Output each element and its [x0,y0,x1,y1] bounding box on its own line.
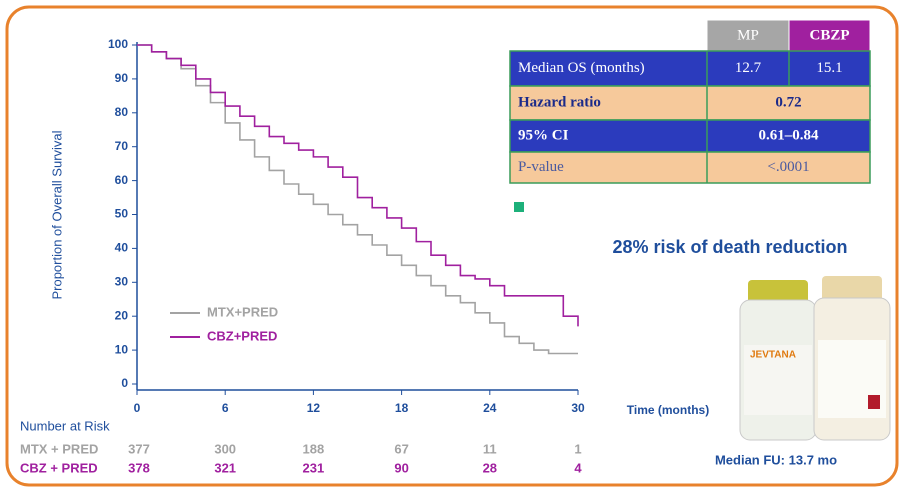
svg-text:JEVTANA: JEVTANA [750,350,796,361]
x-tick-label: 18 [395,401,409,415]
table-row [509,151,871,184]
table-row [509,119,871,153]
risk-value: 188 [303,441,325,456]
table-cell: <.0001 [767,159,809,175]
risk-value: 377 [128,441,150,456]
table-cell: 0.72 [775,94,801,110]
risk-value: 28 [483,460,497,475]
y-tick-label: 10 [115,342,129,356]
y-tick-label: 100 [108,37,128,51]
table-header-cell [788,19,871,52]
x-axis-label: Time (months) [627,403,709,417]
table-cell: 95% CI [518,127,569,143]
risk-value: 90 [394,460,408,475]
table-cell: P-value [518,159,564,175]
marker [514,202,524,212]
legend-label: MTX+PRED [207,304,278,319]
risk-value: 300 [214,441,236,456]
survival-line [137,44,579,327]
risk-value: 11 [483,441,497,456]
y-tick-label: 0 [121,376,128,390]
y-tick-label: 20 [115,308,129,322]
risk-label: CBZ + PRED [20,460,98,475]
risk-value: 67 [394,441,408,456]
y-tick-label: 80 [115,105,129,119]
risk-value: 4 [574,460,582,475]
y-tick-label: 60 [115,173,129,187]
table-cell: 0.61–0.84 [759,127,820,143]
legend-label: CBZ+PRED [207,328,277,343]
y-tick-label: 70 [115,139,129,153]
risk-title: Number at Risk [20,418,110,433]
vials: JEVTANA [739,276,891,441]
x-tick-label: 12 [307,401,321,415]
risk-value: 231 [303,460,325,475]
y-tick-label: 40 [115,241,129,255]
table-cell: Median OS (months) [518,60,645,76]
x-tick-label: 24 [483,401,497,415]
risk-value: 378 [128,460,150,475]
table-cell: 12.7 [735,60,762,76]
table-header: CBZP [809,27,849,43]
headline: 28% risk of death reduction [612,237,847,257]
table-cell: 15.1 [816,60,842,76]
table-header: MP [737,27,759,43]
risk-label: MTX + PRED [20,441,98,456]
y-tick-label: 50 [115,207,129,221]
table-cell: Hazard ratio [518,94,601,110]
x-tick-label: 0 [134,401,141,415]
footnote: Median FU: 13.7 mo [715,452,837,467]
survival-line [137,44,578,355]
risk-value: 1 [574,441,581,456]
table-row [509,85,871,121]
y-axis-label: Proportion of Overall Survival [49,130,64,299]
risk-value: 321 [214,460,236,475]
y-tick-label: 90 [115,71,129,85]
x-tick-label: 6 [222,401,229,415]
y-tick-label: 30 [115,274,129,288]
x-tick-label: 30 [571,401,585,415]
